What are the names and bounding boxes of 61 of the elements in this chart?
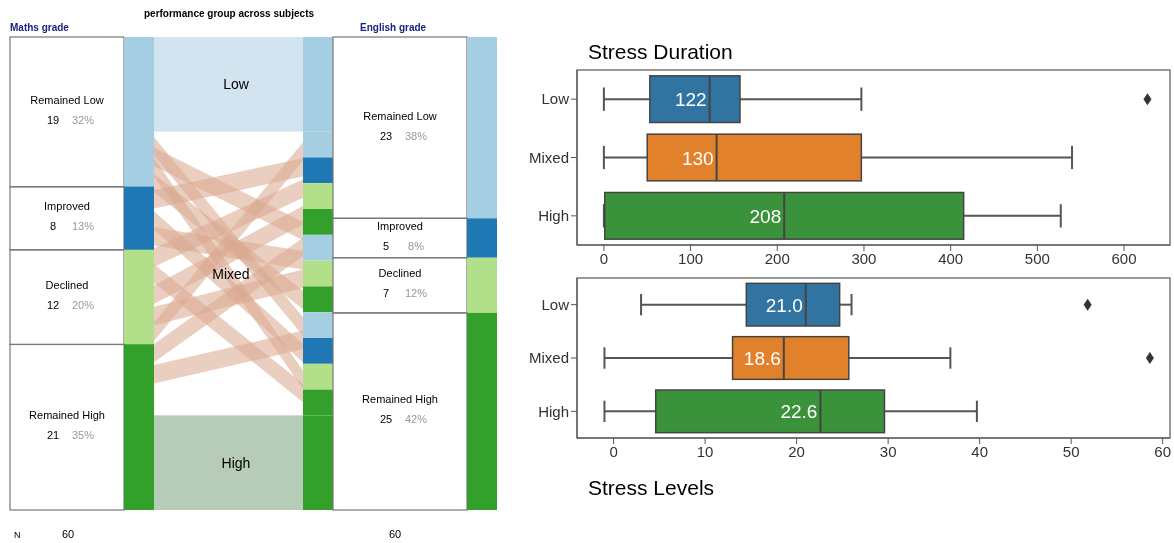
text: Low xyxy=(223,76,250,93)
annotation: 22.6 xyxy=(780,401,818,423)
text: 42% xyxy=(404,413,428,426)
annotation: 21.0 xyxy=(765,294,803,316)
text: 38% xyxy=(404,129,428,142)
data-label: 25 xyxy=(379,413,393,426)
text: 12% xyxy=(404,287,428,300)
x-tick-label: 40 xyxy=(971,442,988,460)
x-tick-label: 0 xyxy=(609,442,618,460)
text: English grade xyxy=(360,22,427,33)
x-tick-label: 100 xyxy=(678,249,704,267)
text: Maths grade xyxy=(10,22,70,33)
category-label: Improved xyxy=(44,200,90,213)
annotation: 130 xyxy=(681,147,714,169)
x-tick-label: 0 xyxy=(599,249,609,267)
text: Mixed xyxy=(212,265,250,282)
category-label: Remained High xyxy=(29,409,105,422)
category-label: Improved xyxy=(377,220,423,233)
category-label: Remained High xyxy=(362,393,438,406)
x-tick-label: 500 xyxy=(1024,249,1050,267)
data-label: 19 xyxy=(46,113,60,126)
y-tick-label: Mixed xyxy=(528,148,569,166)
x-tick-label: 200 xyxy=(764,249,790,267)
text: 32% xyxy=(71,113,95,126)
data-label: 23 xyxy=(379,129,393,142)
data-label: 8 xyxy=(49,220,57,233)
x-axis-title: Stress Levels xyxy=(588,476,715,500)
text: performance group across subjects xyxy=(143,8,315,19)
text: 13% xyxy=(71,220,95,233)
x-tick-label: 400 xyxy=(938,249,964,267)
x-tick-label: 20 xyxy=(788,442,805,460)
annotation: 18.6 xyxy=(743,348,781,369)
text: N xyxy=(14,530,21,540)
annotation: 122 xyxy=(674,89,707,111)
data-label: 5 xyxy=(382,240,390,253)
text: 35% xyxy=(71,429,95,442)
y-tick-label: Low xyxy=(541,295,570,313)
category-label: Declined xyxy=(45,279,89,292)
x-tick-label: 60 xyxy=(1154,442,1172,460)
data-label: 21 xyxy=(46,429,60,442)
text: 20% xyxy=(71,299,95,312)
x-tick-label: 300 xyxy=(851,249,877,267)
x-tick-label: 50 xyxy=(1062,442,1080,460)
data-label: 12 xyxy=(46,299,60,312)
category-label: Remained Low xyxy=(363,109,437,122)
text: 8% xyxy=(408,240,425,253)
y-tick-label: High xyxy=(538,207,569,225)
x-tick-label: 600 xyxy=(1111,249,1137,267)
category-label: Remained Low xyxy=(30,93,104,106)
x-tick-label: 10 xyxy=(696,442,714,460)
annotation: 208 xyxy=(749,205,782,227)
data-label: 7 xyxy=(382,287,390,300)
x-tick-label: 30 xyxy=(879,442,897,460)
text: 60 xyxy=(61,528,75,540)
chart-title: Stress Duration xyxy=(588,40,733,64)
y-tick-label: Mixed xyxy=(528,349,569,367)
text: High xyxy=(221,454,251,471)
text: 60 xyxy=(388,528,402,540)
y-tick-label: High xyxy=(538,402,569,420)
y-tick-label: Low xyxy=(541,90,570,108)
category-label: Declined xyxy=(378,267,422,280)
